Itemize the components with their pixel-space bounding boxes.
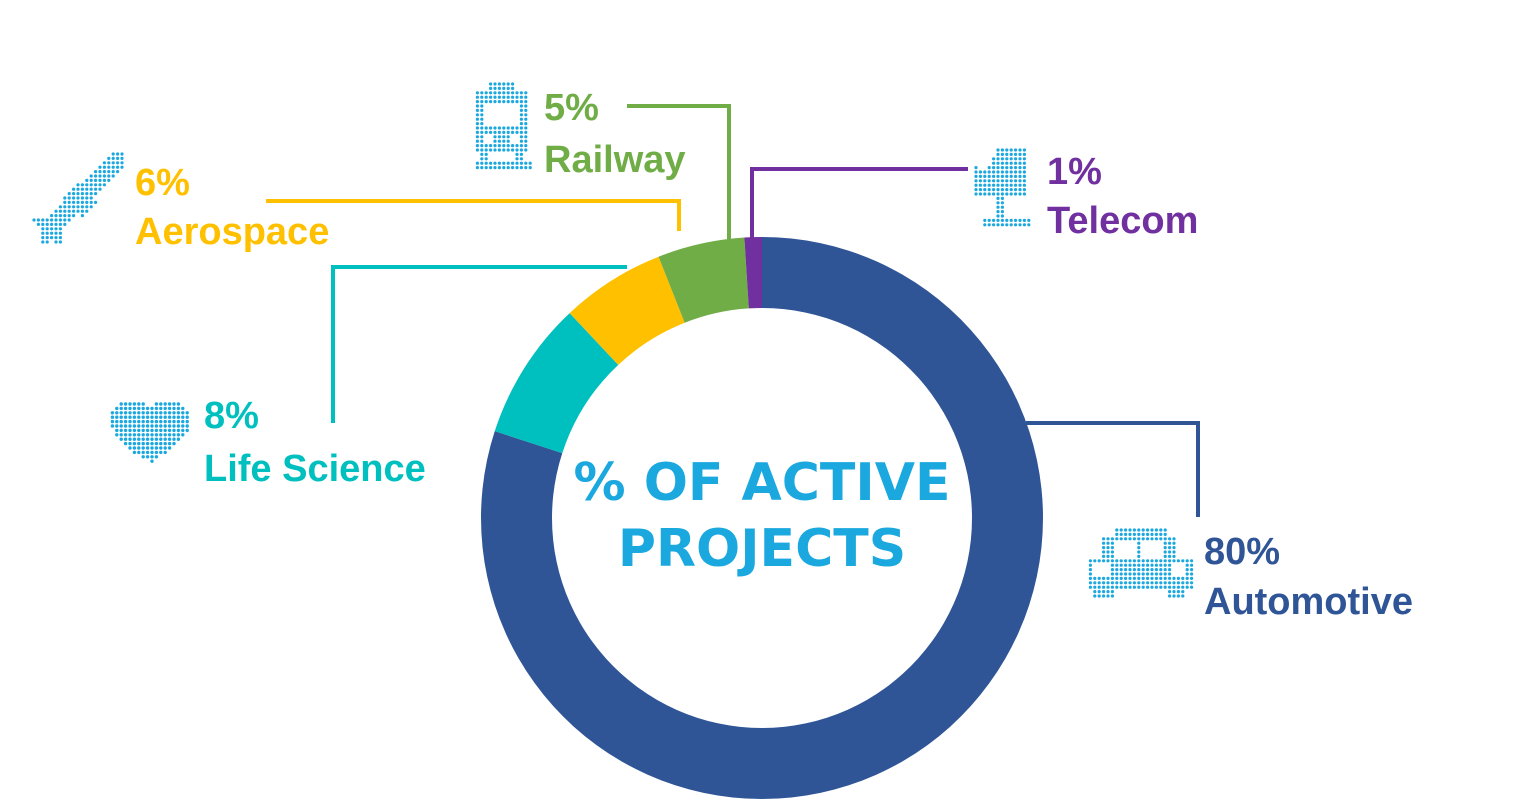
telecom-percent: 1% bbox=[1047, 151, 1102, 193]
telecom-label: Telecom bbox=[1047, 200, 1198, 242]
railway-percent: 5% bbox=[544, 87, 599, 129]
donut-slices bbox=[480, 237, 1043, 799]
leader-line-telecom bbox=[750, 167, 968, 240]
slice-railway bbox=[658, 237, 749, 323]
automotive-percent: 80% bbox=[1204, 531, 1280, 573]
automotive-label: Automotive bbox=[1204, 581, 1413, 623]
leader-line-life-science bbox=[331, 265, 627, 423]
airplane-icon bbox=[32, 152, 124, 244]
railway-label: Railway bbox=[544, 139, 686, 181]
train-icon bbox=[475, 82, 532, 170]
aerospace-percent: 6% bbox=[135, 162, 190, 204]
life-science-label: Life Science bbox=[204, 448, 426, 490]
slice-telecom bbox=[744, 237, 762, 309]
satellite-dish-icon bbox=[974, 148, 1031, 227]
slice-aerospace bbox=[569, 256, 685, 365]
leader-line-aerospace bbox=[266, 199, 681, 231]
leader-line-railway bbox=[627, 104, 731, 242]
heart-icon bbox=[110, 402, 189, 463]
leader-lines bbox=[266, 104, 1200, 517]
car-icon bbox=[1088, 528, 1194, 598]
life-science-percent: 8% bbox=[204, 395, 259, 437]
slice-life-science bbox=[494, 313, 619, 454]
category-icons bbox=[32, 82, 1194, 598]
aerospace-label: Aerospace bbox=[135, 211, 329, 253]
leader-line-automotive bbox=[1026, 421, 1200, 517]
chart-title-line-2: PROJECTS bbox=[618, 519, 906, 579]
chart-title-line-1: % OF ACTIVE bbox=[573, 453, 950, 513]
